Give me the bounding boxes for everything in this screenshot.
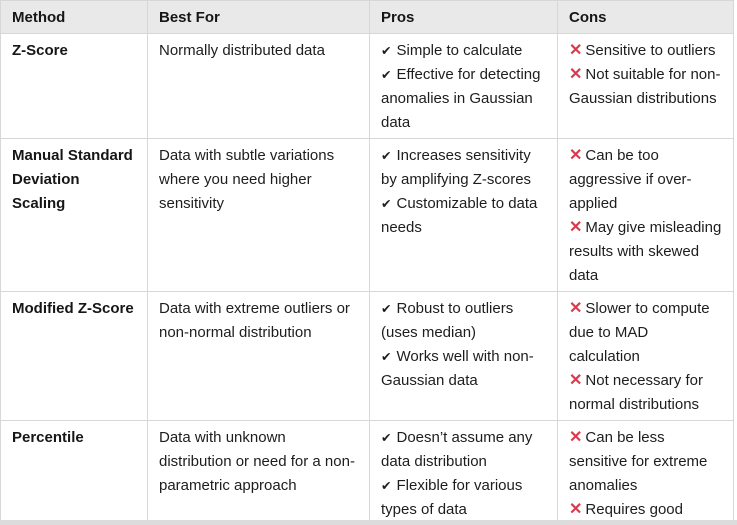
pro-text: Simple to calculate [396, 42, 523, 59]
check-icon: ✔ [381, 431, 392, 445]
pros-cell: ✔ Increases sensitivity by amplifying Z-s… [369, 138, 558, 292]
best-for-cell: Data with extreme outliers or non-normal… [147, 291, 370, 421]
pros-cell: ✔ Robust to outliers (uses median) ✔ Works… [369, 291, 558, 421]
pro-text: Increases sensitivity by amplifying Z-sc… [381, 147, 532, 188]
pros-cell: ✔ Doesn’t assume any data distribution ✔ F… [369, 420, 558, 525]
method-cell: Percentile [0, 420, 148, 525]
cross-icon: ✕ [569, 147, 583, 164]
header-row: Method Best For Pros Cons [0, 0, 734, 34]
cons-cell: ✕ Sensitive to outliers ✕ Not suitable for… [557, 33, 734, 139]
pro-text: Effective for detecting anomalies in Gau… [381, 66, 541, 131]
pro-item: ✔ Simple to calculate [381, 39, 547, 63]
con-text: May give misleading results with skewed … [569, 219, 722, 284]
column-header-cons: Cons [557, 0, 734, 34]
table-row: Modified Z-Score Data with extreme outli… [0, 291, 734, 421]
cross-icon: ✕ [569, 501, 583, 518]
table-row: Manual Standard Deviation Scaling Data w… [0, 138, 734, 292]
pro-item: ✔ Effective for detecting anomalies in Ga… [381, 63, 547, 135]
check-icon: ✔ [381, 68, 392, 82]
method-cell: Z-Score [0, 33, 148, 139]
con-item: ✕ Can be too aggressive if over-applied [569, 144, 723, 216]
check-icon: ✔ [381, 197, 392, 211]
method-cell: Manual Standard Deviation Scaling [0, 138, 148, 292]
pro-text: Works well with non-Gaussian data [381, 348, 534, 389]
cross-icon: ✕ [569, 66, 583, 83]
cross-icon: ✕ [569, 429, 583, 446]
table-row: Percentile Data with unknown distributio… [0, 420, 734, 525]
con-text: Not suitable for non-Gaussian distributi… [569, 66, 721, 107]
pro-text: Flexible for various types of data [381, 477, 523, 518]
con-item: ✕ May give misleading results with skewed… [569, 216, 723, 288]
method-cell: Modified Z-Score [0, 291, 148, 421]
check-icon: ✔ [381, 350, 392, 364]
cons-cell: ✕ Slower to compute due to MAD calculatio… [557, 291, 734, 421]
pro-item: ✔ Increases sensitivity by amplifying Z-s… [381, 144, 547, 192]
best-for-cell: Data with subtle variations where you ne… [147, 138, 370, 292]
pro-item: ✔ Works well with non-Gaussian data [381, 345, 547, 393]
column-header-pros: Pros [369, 0, 558, 34]
cross-icon: ✕ [569, 219, 583, 236]
con-item: ✕ Can be less sensitive for extreme anoma… [569, 426, 723, 498]
con-text: Can be too aggressive if over-applied [569, 147, 692, 212]
con-text: Requires good choice of percentile thres… [585, 501, 683, 518]
pro-text: Doesn’t assume any data distribution [381, 429, 533, 470]
con-item: ✕ Not suitable for non-Gaussian distribut… [569, 63, 723, 111]
con-item: ✕ Slower to compute due to MAD calculatio… [569, 297, 723, 369]
check-icon: ✔ [381, 44, 392, 58]
pro-text: Customizable to data needs [381, 195, 538, 236]
bottom-edge-strip [0, 520, 737, 525]
cross-icon: ✕ [569, 300, 583, 317]
cons-cell: ✕ Can be too aggressive if over-applied ✕… [557, 138, 734, 292]
con-text: Can be less sensitive for extreme anomal… [569, 429, 708, 494]
cross-icon: ✕ [569, 42, 583, 59]
check-icon: ✔ [381, 302, 392, 316]
pro-item: ✔ Doesn’t assume any data distribution [381, 426, 547, 474]
con-text: Sensitive to outliers [585, 42, 716, 59]
pro-item: ✔ Customizable to data needs [381, 192, 547, 240]
con-text: Slower to compute due to MAD calculation [569, 300, 710, 365]
cross-icon: ✕ [569, 372, 583, 389]
column-header-best-for: Best For [147, 0, 370, 34]
con-text: Not necessary for normal distributions [569, 372, 703, 413]
con-item: ✕ Sensitive to outliers [569, 39, 723, 63]
con-item: ✕Requires good choice of percentile thre… [569, 498, 723, 525]
pros-cell: ✔ Simple to calculate ✔ Effective for dete… [369, 33, 558, 139]
con-item: ✕ Not necessary for normal distributions [569, 369, 723, 417]
check-icon: ✔ [381, 149, 392, 163]
pro-text: Robust to outliers (uses median) [381, 300, 514, 341]
column-header-method: Method [0, 0, 148, 34]
best-for-cell: Data with unknown distribution or need f… [147, 420, 370, 525]
check-icon: ✔ [381, 479, 392, 493]
pro-item: ✔ Flexible for various types of data [381, 474, 547, 522]
cons-cell: ✕ Can be less sensitive for extreme anoma… [557, 420, 734, 525]
table-row: Z-Score Normally distributed data ✔ Simpl… [0, 33, 734, 139]
pro-item: ✔ Robust to outliers (uses median) [381, 297, 547, 345]
best-for-cell: Normally distributed data [147, 33, 370, 139]
